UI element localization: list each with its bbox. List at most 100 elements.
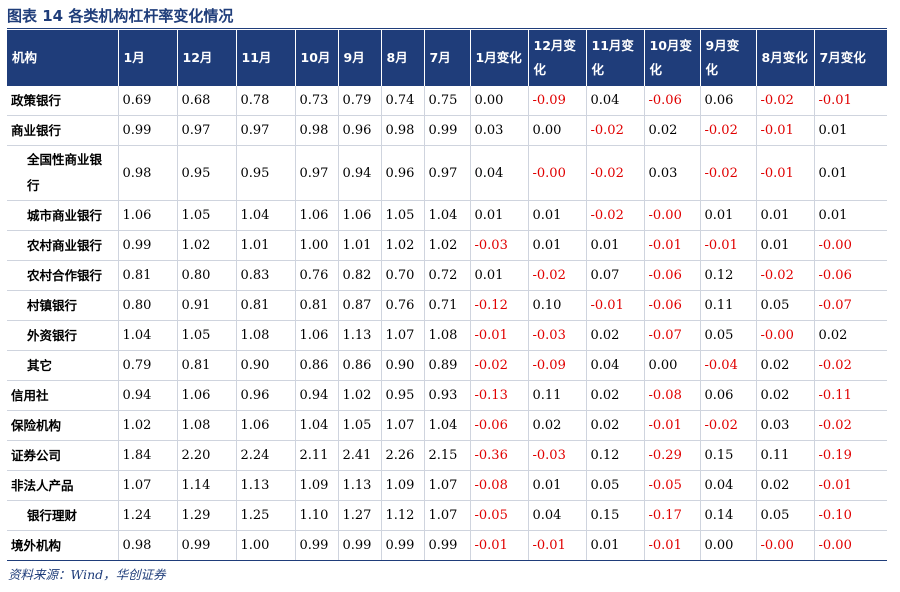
change-value-cell: -0.00 (644, 200, 701, 231)
institution-name: 农村合作银行 (7, 260, 119, 291)
leverage-value-cell: 0.99 (177, 530, 237, 561)
leverage-value-cell: 0.99 (118, 230, 178, 261)
change-value-cell: -0.13 (470, 380, 529, 411)
table-row: 全国性商业银行 0.98 0.95 0.95 0.97 0.94 0.96 0.97 0.04-… (7, 145, 887, 201)
column-header: 11月变化 (586, 30, 645, 86)
change-value-cell: 0.02 (756, 380, 815, 411)
change-value-cell: -0.01 (700, 230, 757, 261)
change-value-cell: -0.01 (644, 530, 701, 561)
column-header: 11月 (236, 30, 296, 86)
column-header-institution: 机构 (7, 30, 119, 86)
change-value-cell: -0.10 (814, 500, 887, 531)
change-value-cell: 0.03 (644, 145, 701, 201)
leverage-value-cell: 0.74 (381, 86, 425, 116)
change-value-cell: -0.05 (470, 500, 529, 531)
change-value-cell: -0.06 (470, 410, 529, 441)
leverage-value-cell: 1.02 (177, 230, 237, 261)
leverage-value-cell: 1.00 (295, 230, 339, 261)
table-row: 农村商业银行 0.99 1.02 1.01 1.00 1.01 1.02 1.02 -0.03 0… (7, 230, 887, 261)
change-value-cell: -0.01 (644, 230, 701, 261)
institution-name: 外资银行 (7, 320, 119, 351)
change-value-cell: -0.01 (644, 410, 701, 441)
leverage-value-cell: 1.06 (118, 200, 178, 231)
leverage-value-cell: 1.08 (424, 320, 471, 351)
institution-name: 其它 (7, 350, 119, 381)
change-value-cell: -0.19 (814, 440, 887, 471)
leverage-value-cell: 1.02 (118, 410, 178, 441)
leverage-value-cell: 1.14 (177, 470, 237, 501)
leverage-value-cell: 0.99 (338, 530, 382, 561)
leverage-value-cell: 1.01 (338, 230, 382, 261)
change-value-cell: -0.06 (814, 260, 887, 291)
institution-name: 政策银行 (7, 86, 119, 116)
leverage-value-cell: 1.05 (381, 200, 425, 231)
institution-name: 村镇银行 (7, 290, 119, 321)
change-value-cell: 0.05 (586, 470, 645, 501)
leverage-value-cell: 2.41 (338, 440, 382, 471)
table-row: 境外机构 0.98 0.99 1.00 0.99 0.99 0.99 0.99 -0.01 -0.… (7, 530, 887, 561)
leverage-value-cell: 1.06 (295, 200, 339, 231)
leverage-value-cell: 1.29 (177, 500, 237, 531)
institution-name: 城市商业银行 (7, 200, 119, 231)
change-value-cell: -0.02 (586, 200, 645, 231)
change-value-cell: 0.00 (644, 350, 701, 381)
change-value-cell: -0.06 (644, 290, 701, 321)
leverage-value-cell: 0.99 (424, 115, 471, 146)
institution-name: 农村商业银行 (7, 230, 119, 261)
change-value-cell: 0.05 (700, 320, 757, 351)
table-row: 其它 0.79 0.81 0.90 0.86 0.86 0.90 0.89 -0.02 -0.09… (7, 350, 887, 381)
institution-name: 境外机构 (7, 530, 119, 561)
change-value-cell: 0.14 (700, 500, 757, 531)
change-value-cell: 0.02 (586, 320, 645, 351)
leverage-value-cell: 1.06 (177, 380, 237, 411)
leverage-value-cell: 1.09 (295, 470, 339, 501)
leverage-value-cell: 0.78 (236, 86, 296, 116)
table-row: 外资银行 1.04 1.05 1.08 1.06 1.13 1.07 1.08 -0.01 -0.… (7, 320, 887, 351)
change-value-cell: -0.12 (470, 290, 529, 321)
leverage-value-cell: 1.24 (118, 500, 178, 531)
leverage-value-cell: 1.07 (118, 470, 178, 501)
institution-name: 银行理财 (7, 500, 119, 531)
change-value-cell: -0.36 (470, 440, 529, 471)
title-divider (7, 28, 887, 29)
change-value-cell: -0.01 (756, 145, 815, 201)
leverage-value-cell: 0.81 (236, 290, 296, 321)
change-value-cell: 0.02 (644, 115, 701, 146)
table-body: 政策银行 0.69 0.68 0.78 0.73 0.79 0.74 0.75 0.00 -0.0… (7, 86, 887, 561)
change-value-cell: 0.00 (700, 530, 757, 561)
institution-name: 信用社 (7, 380, 119, 411)
leverage-value-cell: 1.08 (236, 320, 296, 351)
change-value-cell: 0.06 (700, 380, 757, 411)
leverage-value-cell: 1.12 (381, 500, 425, 531)
leverage-value-cell: 0.96 (381, 145, 425, 201)
leverage-value-cell: 0.99 (381, 530, 425, 561)
change-value-cell: -0.01 (470, 320, 529, 351)
leverage-value-cell: 2.20 (177, 440, 237, 471)
column-header: 8月 (381, 30, 425, 86)
change-value-cell: 0.01 (700, 200, 757, 231)
leverage-value-cell: 0.75 (424, 86, 471, 116)
leverage-value-cell: 1.01 (236, 230, 296, 261)
table-row: 证券公司 1.84 2.20 2.24 2.11 2.41 2.26 2.15 -0.36 -0.… (7, 440, 887, 471)
change-value-cell: -0.02 (700, 115, 757, 146)
column-header: 12月变化 (528, 30, 587, 86)
column-header: 7月 (424, 30, 471, 86)
leverage-value-cell: 0.81 (177, 350, 237, 381)
change-value-cell: 0.01 (586, 230, 645, 261)
leverage-value-cell: 0.76 (381, 290, 425, 321)
leverage-value-cell: 0.96 (236, 380, 296, 411)
leverage-value-cell: 1.07 (381, 410, 425, 441)
change-value-cell: -0.00 (756, 320, 815, 351)
table-row: 非法人产品 1.07 1.14 1.13 1.09 1.13 1.09 1.07 -0.08 0.… (7, 470, 887, 501)
leverage-value-cell: 1.05 (177, 320, 237, 351)
leverage-value-cell: 1.00 (236, 530, 296, 561)
change-value-cell: -0.02 (814, 410, 887, 441)
change-value-cell: 0.01 (756, 230, 815, 261)
change-value-cell: -0.08 (644, 380, 701, 411)
leverage-value-cell: 1.09 (381, 470, 425, 501)
change-value-cell: -0.02 (586, 115, 645, 146)
leverage-value-cell: 0.99 (295, 530, 339, 561)
leverage-value-cell: 1.07 (424, 470, 471, 501)
leverage-value-cell: 0.82 (338, 260, 382, 291)
change-value-cell: 0.04 (586, 350, 645, 381)
